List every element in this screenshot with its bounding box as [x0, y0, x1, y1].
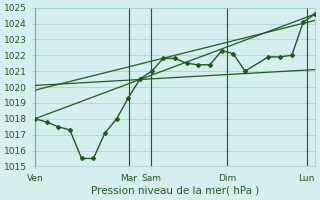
X-axis label: Pression niveau de la mer( hPa ): Pression niveau de la mer( hPa ) — [91, 186, 259, 196]
